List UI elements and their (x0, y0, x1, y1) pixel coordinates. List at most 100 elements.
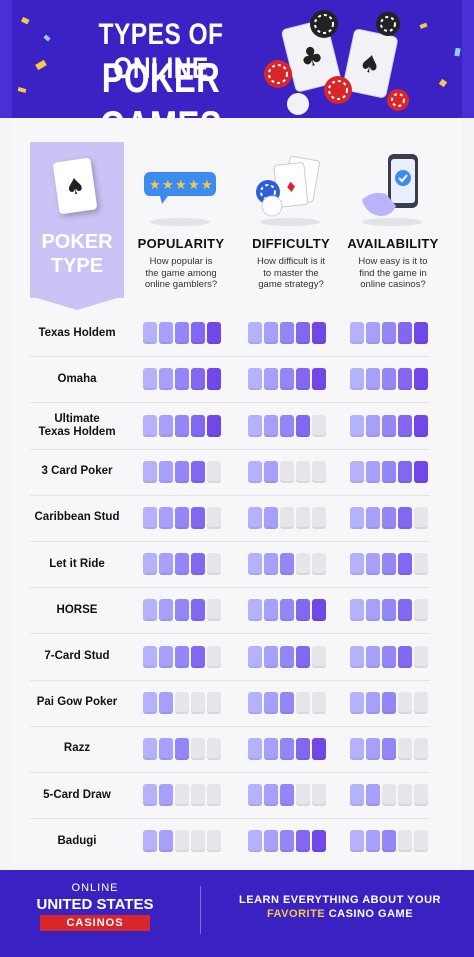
rating-segment-filled (382, 830, 396, 853)
rating-segment-filled (191, 553, 205, 576)
rating-segment-filled (382, 414, 396, 437)
cards-and-chips-icon: ♦ (256, 155, 320, 226)
rating-popularity (143, 599, 221, 622)
rating-segment-empty (280, 506, 294, 529)
svg-text:♠: ♠ (64, 174, 87, 202)
rating-segment-filled (382, 460, 396, 483)
rating-segment-filled (280, 737, 294, 760)
rating-popularity (143, 553, 221, 576)
rating-segment-filled (191, 322, 205, 345)
spade-icon: ♠ (64, 174, 87, 202)
game-name-line: HORSE (56, 603, 98, 616)
rating-segment-empty (191, 691, 205, 714)
game-name-line: Razz (63, 742, 91, 755)
logo-united-states-text[interactable]: UNITED STATES (36, 896, 154, 913)
rating-difficulty (248, 460, 326, 483)
rating-segment-filled (312, 322, 326, 345)
rating-segment-empty (312, 414, 326, 437)
rating-segment-filled (398, 460, 412, 483)
rating-segment-empty (414, 599, 428, 622)
header-banner: TYPES OF ONLINE POKER GAMES ♣ ♠ (0, 0, 474, 118)
game-name-line: 5-Card Draw (43, 788, 111, 801)
rating-segment-filled (382, 645, 396, 668)
rating-segment-filled (280, 599, 294, 622)
rating-segment-filled (398, 322, 412, 345)
game-name: 3 Card Poker (30, 465, 124, 478)
rating-availability (350, 553, 428, 576)
rating-segment-empty (312, 645, 326, 668)
rating-difficulty (248, 691, 326, 714)
logo-online-text: ONLINE (71, 882, 119, 894)
rating-segment-empty (312, 506, 326, 529)
rating-segment-filled (398, 645, 412, 668)
rating-segment-empty (207, 553, 221, 576)
rating-segment-filled (264, 784, 278, 807)
rating-segment-filled (191, 460, 205, 483)
rating-segment-empty (296, 691, 310, 714)
row-separator (30, 494, 430, 496)
confetti-decoration (17, 16, 461, 93)
rating-segment-filled (350, 784, 364, 807)
game-name: Ultimate Texas Holdem (30, 413, 124, 439)
rating-segment-filled (366, 368, 380, 391)
rating-segment-filled (280, 414, 294, 437)
rating-segment-filled (280, 553, 294, 576)
rating-segment-filled (382, 553, 396, 576)
rating-difficulty (248, 784, 326, 807)
rating-segment-filled (248, 368, 262, 391)
rating-segment-filled (264, 645, 278, 668)
rating-segment-filled (312, 599, 326, 622)
rating-segment-empty (414, 691, 428, 714)
footer-band (12, 870, 462, 957)
rating-popularity (143, 368, 221, 391)
rating-segment-empty (296, 784, 310, 807)
rating-segment-empty (414, 506, 428, 529)
rating-segment-filled (159, 414, 173, 437)
rating-segment-filled (248, 599, 262, 622)
game-name: Caribbean Stud (30, 511, 124, 524)
rating-difficulty (248, 506, 326, 529)
column-subtitle-difficulty: How difficult is it to master the game str… (239, 256, 343, 291)
rating-segment-filled (159, 599, 173, 622)
rating-segment-filled (175, 460, 189, 483)
rating-segment-filled (191, 645, 205, 668)
rating-segment-filled (159, 737, 173, 760)
footer-cta-rest: CASINO GAME (325, 908, 414, 920)
rating-segment-filled (143, 784, 157, 807)
rating-segment-filled (382, 368, 396, 391)
rating-segment-filled (382, 506, 396, 529)
rating-segment-empty (398, 691, 412, 714)
rating-segment-filled (143, 368, 157, 391)
rating-segment-empty (191, 737, 205, 760)
rating-segment-filled (350, 645, 364, 668)
rating-segment-empty (175, 830, 189, 853)
rating-segment-filled (414, 460, 428, 483)
svg-text:★: ★ (175, 178, 187, 193)
rating-segment-filled (264, 368, 278, 391)
rating-segment-filled (264, 414, 278, 437)
game-name: 5-Card Draw (30, 789, 124, 802)
rating-segment-filled (366, 737, 380, 760)
rating-segment-empty (414, 737, 428, 760)
column-subtitle-line: How popular is (149, 256, 213, 267)
rating-segment-filled (296, 645, 310, 668)
rating-segment-filled (143, 830, 157, 853)
rating-segment-filled (264, 460, 278, 483)
footer-cta-line1: LEARN EVERYTHING ABOUT YOUR (239, 894, 441, 906)
rating-segment-filled (350, 737, 364, 760)
column-header-availability: AVAILABILITY (347, 236, 439, 251)
rating-segment-filled (398, 599, 412, 622)
rating-segment-filled (366, 830, 380, 853)
rating-segment-empty (191, 784, 205, 807)
rating-segment-filled (350, 322, 364, 345)
rating-segment-filled (143, 414, 157, 437)
rating-segment-filled (280, 784, 294, 807)
rating-popularity (143, 830, 221, 853)
rating-segment-empty (382, 784, 396, 807)
playing-card-icon: ♠ (52, 157, 98, 215)
rating-segment-filled (143, 553, 157, 576)
rating-segment-filled (143, 691, 157, 714)
rating-segment-empty (207, 506, 221, 529)
game-name: Badugi (30, 835, 124, 848)
rating-segment-filled (366, 460, 380, 483)
